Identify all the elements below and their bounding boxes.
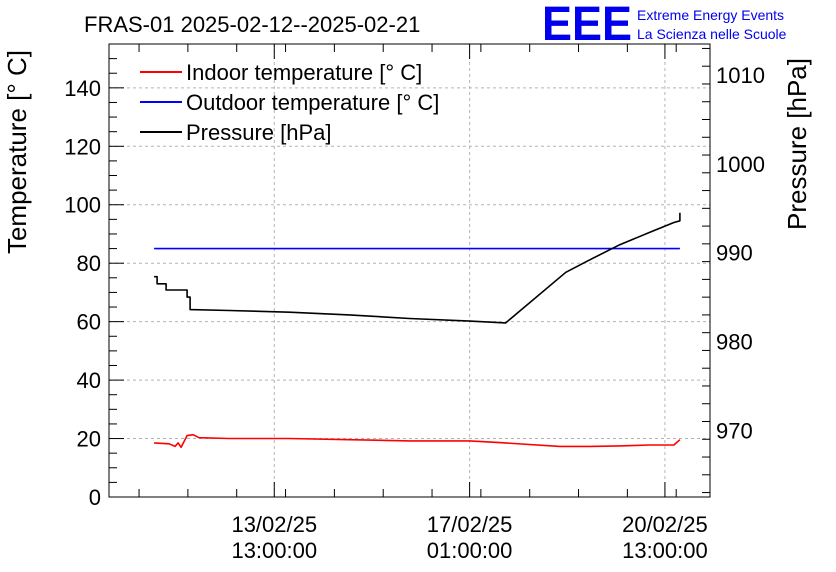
- y-left-tick-label: 80: [77, 251, 101, 276]
- y-right-tick-label: 990: [716, 241, 753, 266]
- y-left-tick-label: 140: [64, 76, 101, 101]
- legend-indoor-label: Indoor temperature [° C]: [186, 60, 422, 85]
- y-right-tick-label: 970: [716, 418, 753, 443]
- y-right-tick-label: 1000: [716, 152, 765, 177]
- y-axis-left-title: Temperature [° C]: [2, 50, 32, 254]
- series-pressure: [154, 212, 681, 324]
- x-tick-label-date: 20/02/25: [622, 512, 708, 537]
- x-tick-label-date: 17/02/25: [427, 512, 513, 537]
- legend-pressure-label: Pressure [hPa]: [186, 120, 332, 145]
- grid: [109, 44, 710, 497]
- plot-frame: [108, 43, 711, 498]
- y-right-tick-label: 1010: [716, 63, 765, 88]
- y-left-tick-label: 120: [64, 134, 101, 159]
- legend: Indoor temperature [° C] Outdoor tempera…: [140, 60, 439, 145]
- legend-outdoor-label: Outdoor temperature [° C]: [186, 90, 439, 115]
- eee-logo-line1: Extreme Energy Events: [637, 7, 784, 23]
- series: [154, 212, 681, 449]
- x-tick-label-time: 13:00:00: [231, 538, 317, 563]
- y-left-tick-label: 0: [89, 485, 101, 510]
- x-tick-label-time: 13:00:00: [622, 538, 708, 563]
- x-tick-label-time: 01:00:00: [427, 538, 513, 563]
- y-left-tick-label: 100: [64, 193, 101, 218]
- y-left-tick-label: 60: [77, 310, 101, 335]
- series-indoor-temperature: [154, 433, 681, 449]
- y-right-tick-label: 980: [716, 330, 753, 355]
- x-tick-label-date: 13/02/25: [231, 512, 317, 537]
- y-axis-right-title: Pressure [hPa]: [782, 58, 812, 230]
- eee-logo-line2: La Scienza nelle Scuole: [637, 26, 787, 42]
- y-left-tick-label: 40: [77, 368, 101, 393]
- ticks: 0 20 40 60 80 100 120 140 970 980 990 1000 1010 13/02…: [64, 43, 765, 563]
- y-left-tick-label: 20: [77, 427, 101, 452]
- eee-logo-mark: EEE: [542, 0, 632, 51]
- chart-title: FRAS-01 2025-02-12--2025-02-21: [84, 12, 420, 37]
